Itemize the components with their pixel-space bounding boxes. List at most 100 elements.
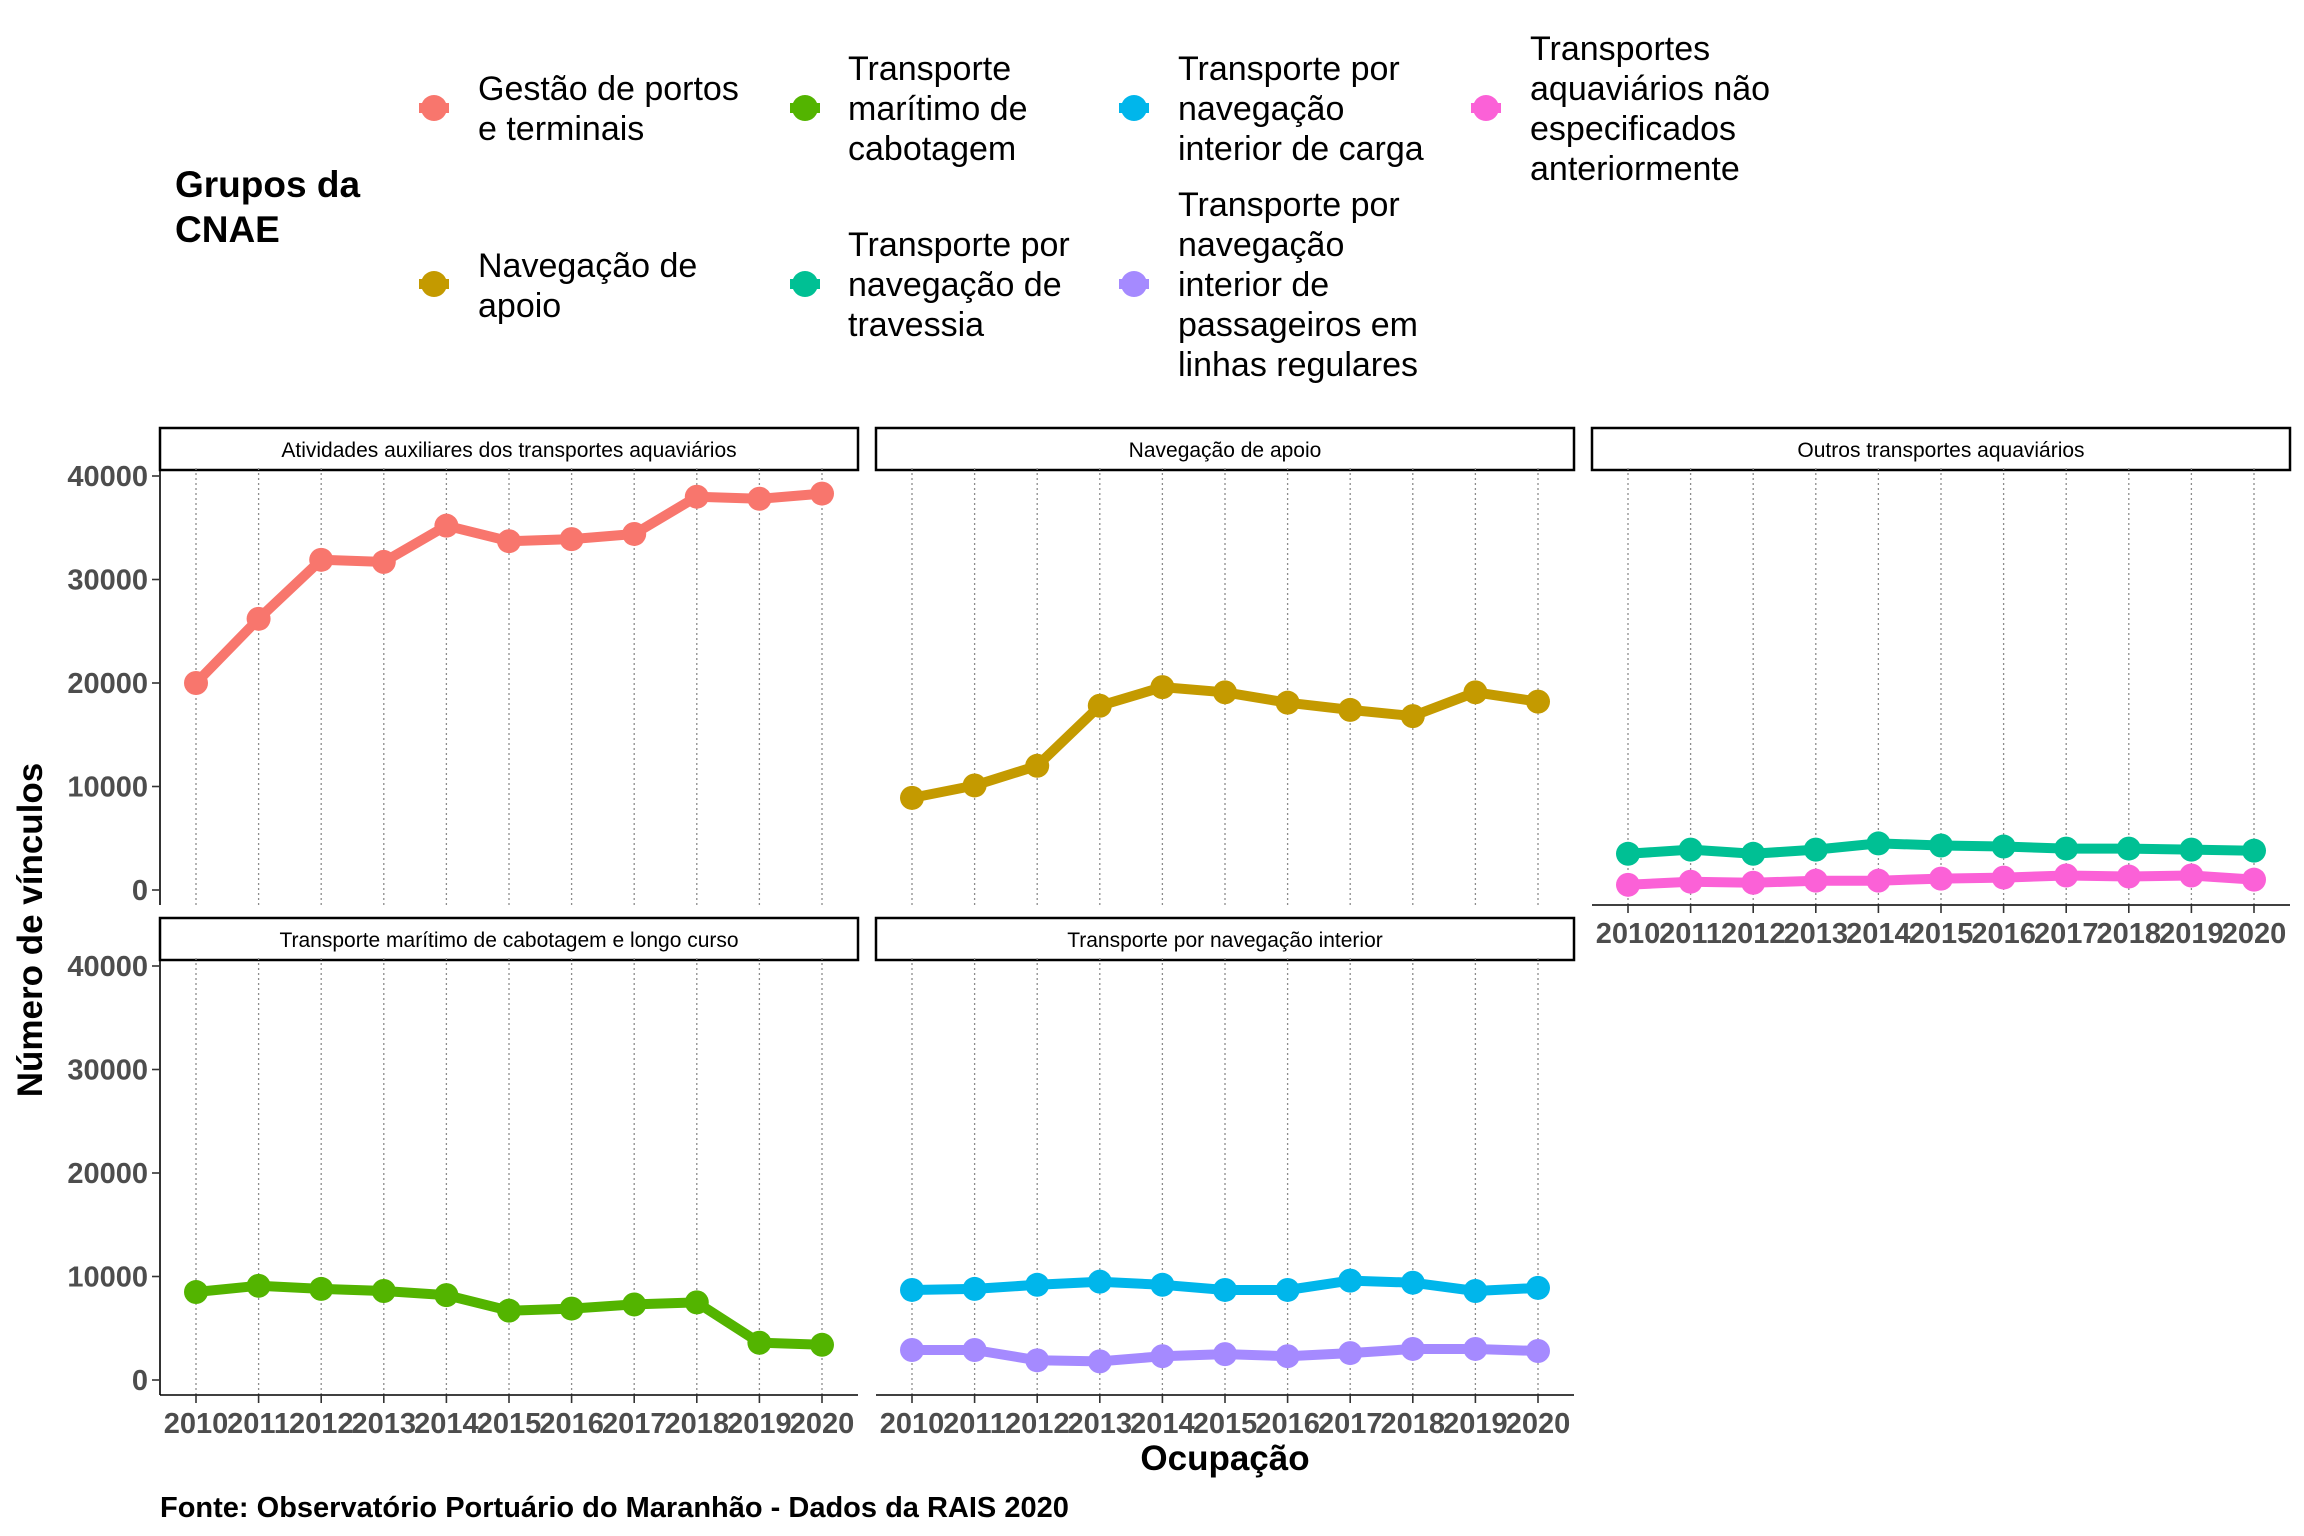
x-tick-label: 2014: [1846, 918, 1911, 950]
x-tick-label: 2013: [352, 1408, 417, 1440]
data-point: [1463, 1278, 1488, 1303]
x-tick-label: 2012: [289, 1408, 354, 1440]
panel-title: Navegação de apoio: [1129, 439, 1322, 462]
x-tick-label: 2015: [1909, 918, 1974, 950]
legend-title: CNAE: [175, 209, 280, 250]
legend-label: Transportes: [1530, 30, 1710, 68]
data-point: [1025, 1272, 1050, 1297]
data-point: [2242, 838, 2266, 863]
legend-key-point: [1121, 95, 1147, 121]
legend-label: travessia: [848, 306, 984, 344]
x-tick-label: 2020: [790, 1408, 855, 1440]
data-point: [1150, 1344, 1175, 1369]
x-tick-label: 2011: [943, 1408, 1006, 1440]
data-point: [810, 481, 834, 506]
y-tick-label: 20000: [67, 1158, 148, 1190]
legend-label: cabotagem: [848, 130, 1016, 168]
x-tick-label: 2012: [1005, 1408, 1070, 1440]
data-point: [1275, 1277, 1300, 1302]
y-tick-label: 10000: [67, 772, 148, 804]
x-tick-label: 2016: [539, 1408, 604, 1440]
legend-label: navegação: [1178, 226, 1344, 264]
data-point: [246, 606, 271, 631]
panel-title: Outros transportes aquaviários: [1797, 439, 2084, 462]
data-point: [1150, 1272, 1175, 1297]
data-point: [1463, 680, 1488, 705]
series-navapoio: [900, 675, 1550, 810]
data-point: [900, 1337, 924, 1362]
y-tick-label: 0: [132, 875, 148, 907]
panel-strip: [874, 916, 1576, 962]
data-point: [1803, 837, 1828, 862]
legend-key-point: [792, 95, 818, 121]
x-tick-label: 2013: [1068, 1408, 1133, 1440]
data-point: [184, 671, 208, 695]
x-tick-label: 2010: [880, 1408, 945, 1440]
data-point: [1275, 690, 1300, 715]
data-point: [1338, 697, 1363, 722]
legend-label: apoio: [478, 287, 561, 325]
legend-label: especificados: [1530, 110, 1736, 148]
data-point: [497, 1298, 521, 1323]
data-point: [1929, 833, 1953, 858]
x-tick-label: 2011: [1659, 918, 1722, 950]
data-point: [2116, 864, 2141, 889]
data-point: [497, 529, 521, 554]
legend-label: Navegação de: [478, 247, 697, 285]
x-tick-label: 2011: [227, 1408, 290, 1440]
x-tick-label: 2017: [602, 1408, 667, 1440]
legend-label: marítimo de: [848, 90, 1028, 128]
data-point: [1150, 675, 1175, 700]
x-tick-label: 2017: [2034, 918, 2099, 950]
data-point: [1213, 1277, 1237, 1302]
x-tick-label: 2015: [1193, 1408, 1258, 1440]
x-tick-label: 2016: [1255, 1408, 1320, 1440]
panel-title: Transporte por navegação interior: [1067, 929, 1383, 952]
data-point: [1526, 1339, 1550, 1364]
legend-title: Grupos da: [175, 164, 360, 205]
x-tick-label: 2016: [1971, 918, 2036, 950]
data-point: [309, 547, 334, 572]
legend-label: e terminais: [478, 110, 644, 148]
data-point: [1338, 1341, 1363, 1366]
legend-label: anteriormente: [1530, 150, 1740, 188]
data-point: [246, 1273, 271, 1298]
data-point: [684, 1290, 709, 1315]
y-tick-label: 40000: [67, 951, 148, 983]
data-point: [2242, 867, 2266, 892]
data-point: [747, 1330, 772, 1355]
data-point: [1463, 1336, 1488, 1361]
data-point: [434, 1283, 459, 1308]
panel-title: Transporte marítimo de cabotagem e longo…: [279, 929, 738, 952]
y-tick-label: 40000: [67, 461, 148, 493]
data-point: [684, 484, 709, 509]
series-cabotagem: [184, 1273, 834, 1357]
data-point: [1526, 1275, 1550, 1300]
data-point: [747, 486, 772, 511]
data-point: [1400, 1270, 1425, 1295]
legend-label: Transporte: [848, 50, 1011, 88]
data-point: [1991, 865, 2016, 890]
data-point: [900, 785, 924, 810]
data-point: [2179, 863, 2204, 888]
x-tick-label: 2020: [2222, 918, 2287, 950]
data-point: [1400, 1336, 1425, 1361]
data-point: [1678, 869, 1703, 894]
data-point: [559, 527, 584, 552]
x-tick-label: 2018: [1381, 1408, 1446, 1440]
panel-4: Transporte marítimo de cabotagem e longo…: [67, 916, 860, 1440]
panel-5: Transporte por navegação interior2010201…: [874, 916, 1576, 1440]
panel-strip: [158, 916, 860, 962]
data-point: [1991, 834, 2016, 859]
x-tick-label: 2010: [1596, 918, 1661, 950]
data-point: [1213, 1342, 1237, 1367]
x-tick-label: 2019: [727, 1408, 792, 1440]
data-point: [1213, 680, 1237, 705]
legend-key-point: [1121, 271, 1147, 297]
data-point: [622, 521, 647, 546]
data-point: [810, 1332, 834, 1357]
data-point: [1616, 841, 1640, 866]
